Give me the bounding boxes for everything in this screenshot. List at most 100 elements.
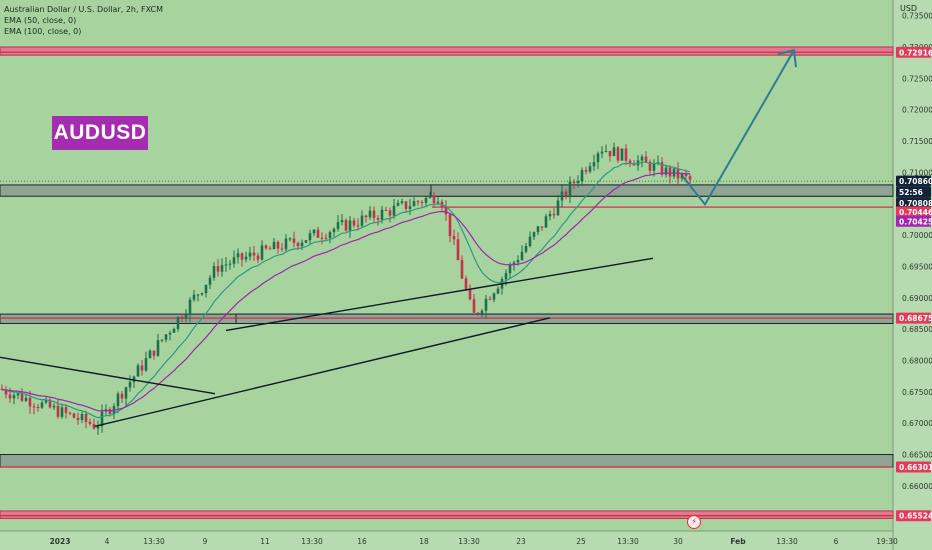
projection-arrowhead (777, 48, 797, 68)
candle-body (192, 294, 196, 300)
candle-body (624, 148, 628, 161)
price-label: 0.66301 (899, 463, 932, 472)
ema50-legend[interactable]: EMA (50, close, 0) (4, 16, 77, 25)
candle-body (536, 226, 540, 233)
candle-body (680, 173, 684, 179)
candle-body (416, 201, 420, 203)
candle-body (628, 160, 632, 164)
candle-body (308, 233, 312, 241)
candle-body (532, 232, 536, 237)
candle-body (216, 266, 220, 272)
candle-body (344, 220, 348, 231)
price-label-bg (896, 206, 931, 218)
candle-body (220, 265, 224, 272)
symbol-title[interactable]: Australian Dollar / U.S. Dollar, 2h, FXC… (4, 5, 164, 14)
candle-body (316, 229, 320, 238)
candle-body (284, 238, 288, 250)
candle-body (584, 170, 588, 172)
price-label-bg (896, 186, 931, 198)
x-tick-label: 23 (516, 537, 526, 546)
candle-body (476, 312, 480, 314)
candle-body (568, 181, 572, 197)
candle-body (632, 163, 636, 166)
candle-body (128, 381, 132, 388)
candle-body (484, 298, 488, 311)
price-label: 52:56 (899, 188, 923, 197)
candle-body (384, 209, 388, 211)
candle-body (596, 153, 600, 163)
candle-body (576, 181, 580, 184)
y-tick-label: 0.68000 (902, 356, 932, 365)
candle-body (168, 332, 172, 335)
candle-body (688, 176, 692, 180)
candle-body (400, 201, 404, 203)
y-tick-label: 0.72000 (902, 106, 932, 115)
candle-body (160, 339, 164, 341)
candle-body (56, 405, 60, 417)
candle-body (124, 387, 128, 399)
trendline-ascending-minor (225, 257, 654, 332)
ema100-legend[interactable]: EMA (100, close, 0) (4, 27, 82, 36)
price-label-bg (896, 197, 931, 209)
candle-body (640, 156, 644, 161)
price-label: 0.70808 (899, 199, 932, 208)
price-label: 0.68675 (899, 314, 932, 323)
candle-body (48, 399, 52, 408)
candle-body (424, 197, 428, 203)
y-tick-label: 0.70000 (902, 231, 932, 240)
x-tick-label: 18 (419, 537, 429, 546)
candle-body (520, 251, 524, 260)
x-tick-label: 19:30 (876, 537, 898, 546)
candle-body (108, 409, 112, 414)
candle-body (488, 298, 492, 300)
candle-body (548, 214, 552, 217)
x-tick-label: 13:30 (458, 537, 480, 546)
x-tick-label: 13:30 (776, 537, 798, 546)
candle-body (556, 200, 560, 216)
candle-body (92, 424, 96, 429)
x-tick-label: Feb (730, 537, 746, 546)
y-tick-label: 0.69500 (902, 262, 932, 271)
candle-body (64, 407, 68, 413)
candle-body (276, 241, 280, 249)
candle-body (148, 350, 152, 359)
candle-body (648, 161, 652, 171)
candle-body (164, 334, 168, 340)
candle-body (188, 299, 192, 315)
candle-body (352, 220, 356, 226)
candle-body (460, 260, 464, 279)
candle-body (588, 166, 592, 172)
candle-body (652, 163, 656, 171)
candle-body (24, 397, 28, 401)
candle-body (356, 225, 360, 227)
candle-body (412, 201, 416, 207)
x-tick-label: 6 (834, 537, 839, 546)
x-tick-label: 11 (260, 537, 270, 546)
candle-body (20, 393, 24, 401)
candle-body (44, 399, 48, 403)
ema100-line (1, 172, 691, 412)
candle-body (480, 310, 484, 314)
symbol-badge: AUDUSD (52, 116, 148, 150)
price-label-bg (896, 175, 931, 187)
candle-body (468, 288, 472, 300)
candle-body (328, 232, 332, 238)
candle-body (340, 220, 344, 223)
candle-body (84, 414, 88, 422)
lightning-icon[interactable]: ⚡ (687, 515, 701, 529)
price-label-bg (896, 312, 931, 324)
candle-body (300, 242, 304, 247)
candle-body (336, 222, 340, 229)
candle-body (668, 167, 672, 177)
x-tick-label: 25 (576, 537, 586, 546)
candle-body (248, 252, 252, 257)
candle-body (240, 253, 244, 260)
candle-body (292, 238, 296, 243)
candle-body (236, 253, 240, 258)
trendline-ascending-main (94, 317, 551, 427)
candle-body (96, 426, 100, 429)
candle-body (580, 170, 584, 182)
time-axis (0, 531, 893, 550)
candle-body (252, 252, 256, 256)
